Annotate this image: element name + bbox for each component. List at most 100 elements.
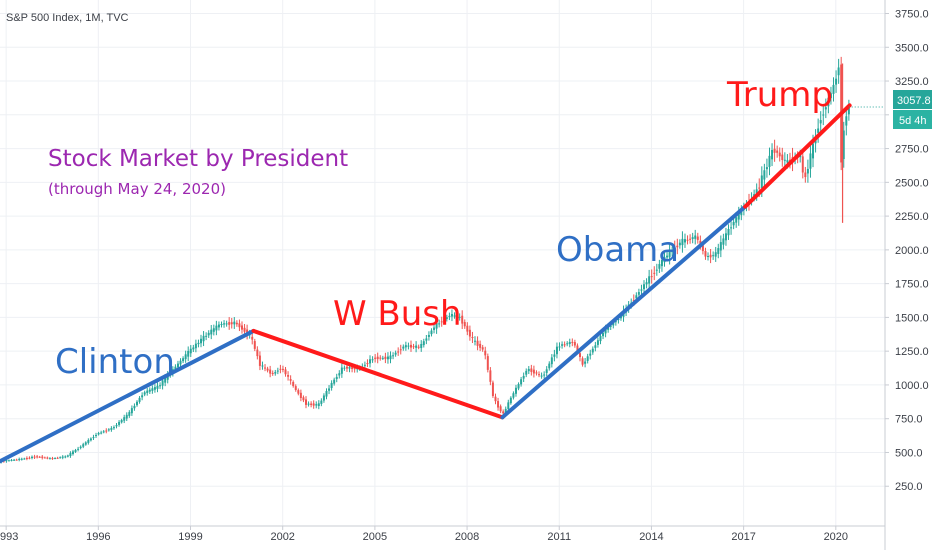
candlestick [722, 233, 725, 250]
candle-body [453, 315, 456, 317]
candlestick [563, 341, 566, 348]
candle-body [146, 390, 149, 393]
candlestick [509, 396, 512, 405]
candlestick [765, 158, 768, 178]
candlestick [558, 342, 561, 351]
candlestick [187, 346, 190, 362]
candle-body [374, 357, 377, 359]
candle-body [509, 397, 512, 404]
candle-body [683, 239, 686, 243]
candle-body [573, 342, 576, 346]
candle-body [758, 187, 761, 189]
candlestick [374, 354, 377, 363]
candle-body [82, 444, 85, 447]
candlestick [74, 448, 77, 453]
candlestick [573, 339, 576, 348]
candlestick [497, 397, 500, 411]
candlestick [194, 339, 197, 353]
candlestick [240, 321, 243, 334]
candle-body [722, 238, 725, 245]
candlestick [448, 312, 451, 321]
candle-body [7, 460, 10, 462]
candlestick [494, 393, 497, 405]
candle-body [274, 372, 277, 374]
candlestick [668, 243, 671, 265]
candle-body [735, 217, 738, 223]
candlestick [819, 111, 822, 133]
candlestick [33, 454, 36, 459]
candlestick [386, 352, 389, 364]
candle-body [768, 155, 771, 167]
candle-body [822, 114, 825, 116]
candle-body [394, 352, 397, 355]
candlestick [727, 224, 730, 240]
candle-body [550, 357, 553, 365]
candlestick [666, 251, 669, 262]
candlestick [143, 390, 146, 397]
candle-body [520, 379, 523, 385]
candle-body [773, 148, 776, 153]
candle-body [760, 175, 763, 188]
candlestick [484, 346, 487, 360]
candle-body [18, 458, 21, 460]
candlestick [842, 121, 845, 168]
candlestick [128, 410, 131, 418]
candle-body [310, 403, 313, 405]
candlestick [650, 269, 653, 284]
candle-body [594, 345, 597, 348]
candle-body [581, 358, 584, 365]
price-badge-layer: 3057.8 5d 4h [893, 90, 932, 129]
candle-body [809, 153, 812, 169]
candle-body [348, 367, 351, 369]
candlestick [256, 346, 259, 360]
candle-body [730, 227, 733, 229]
chart-title: Stock Market by President [48, 146, 348, 172]
candle-body [102, 431, 105, 433]
candlestick [709, 249, 712, 264]
candlestick [655, 263, 658, 276]
candle-body [384, 356, 387, 360]
candle-body [376, 356, 379, 360]
candle-body [279, 368, 282, 370]
candlestick [71, 449, 74, 456]
candlestick [648, 269, 651, 290]
candlestick [548, 361, 551, 371]
candlestick [261, 361, 264, 370]
candlestick [771, 143, 774, 167]
candle-body [159, 385, 162, 387]
candlestick [189, 345, 192, 357]
candlestick [59, 456, 62, 459]
candle-body [461, 315, 464, 324]
candle-body [112, 427, 115, 429]
candlestick [330, 380, 333, 391]
candle-body [292, 381, 295, 387]
candle-body [276, 370, 279, 372]
candlestick [38, 455, 41, 458]
candle-body [463, 322, 466, 327]
candle-body [763, 170, 766, 180]
candle-body [558, 346, 561, 348]
candle-body [189, 348, 192, 354]
candlestick [7, 459, 10, 462]
candle-body [468, 329, 471, 337]
candlestick [553, 349, 556, 362]
candle-body [71, 451, 74, 455]
x-tick-label: 2017 [731, 531, 755, 543]
y-tick-label: 3250.0 [895, 76, 929, 88]
candle-body [514, 387, 517, 394]
candle-body [707, 255, 710, 257]
candlestick [205, 332, 208, 341]
candlestick [581, 356, 584, 367]
candlestick [847, 99, 850, 121]
candle-body [220, 323, 223, 326]
candle-body [363, 364, 366, 366]
candle-body [724, 233, 727, 241]
candle-body [786, 160, 789, 163]
candle-body [614, 321, 617, 323]
candlestick [28, 456, 31, 460]
candlestick [335, 373, 338, 383]
candle-body [235, 322, 238, 325]
candle-body [525, 370, 528, 375]
candle-body [322, 395, 325, 401]
candlestick [210, 324, 213, 340]
